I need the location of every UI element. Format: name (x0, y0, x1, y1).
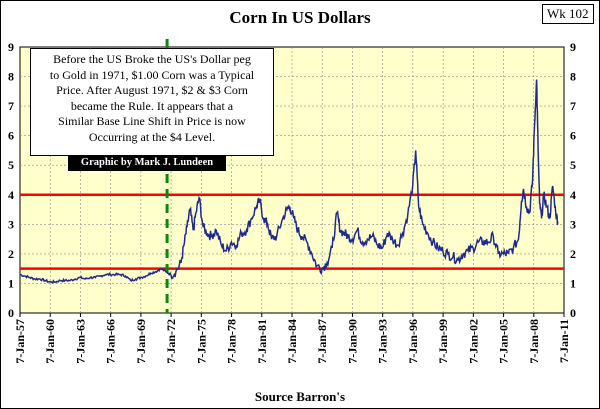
x-tick-label: 7-Jan-96 (406, 319, 420, 364)
y-tick-label-left: 1 (8, 276, 14, 290)
chart-title: Corn In US Dollars (229, 8, 371, 27)
y-tick-label-right: 5 (570, 158, 576, 172)
annotation-line: Price. After August 1971, $2 & $3 Corn (56, 83, 248, 97)
x-tick-label: 7-Jan-99 (436, 319, 450, 364)
x-tick-label: 7-Jan-69 (134, 319, 148, 364)
y-tick-label-left: 3 (8, 217, 14, 231)
x-tick-label: 7-Jan-84 (285, 319, 299, 364)
y-tick-label-left: 4 (8, 188, 14, 202)
y-tick-label-right: 4 (570, 188, 576, 202)
x-axis-ticks: 7-Jan-57 7-Jan-60 7-Jan-63 7-Jan-66 7-Jan-69… (13, 313, 571, 364)
y-tick-label-left: 9 (8, 40, 14, 54)
x-tick-label: 7-Jan-66 (104, 319, 118, 364)
y-tick-label-right: 0 (570, 306, 576, 320)
y-tick-label-right: 7 (570, 99, 576, 113)
x-tick-label: 7-Jan-75 (194, 319, 208, 364)
x-tick-label: 7-Jan-81 (255, 319, 269, 364)
x-tick-label: 7-Jan-63 (73, 319, 87, 364)
x-tick-label: 7-Jan-60 (43, 319, 57, 364)
x-tick-label: 7-Jan-05 (497, 319, 511, 364)
y-tick-label-left: 8 (8, 70, 14, 84)
y-axis-right-ticks: 0 1 2 3 4 5 6 7 8 9 (570, 40, 576, 320)
y-tick-label-left: 7 (8, 99, 14, 113)
annotation-line: Before the US Broke the US's Dollar peg (53, 52, 251, 66)
corn-price-line (19, 79, 559, 284)
x-axis-label: Source Barron's (254, 389, 346, 404)
annotation-line: Occurring at the $4 Level. (88, 129, 216, 144)
x-tick-label: 7-Jan-11 (557, 319, 571, 363)
x-tick-label: 7-Jan-93 (376, 319, 390, 364)
annotation-line: to Gold in 1971, $1.00 Corn was a Typica… (49, 67, 255, 82)
y-tick-label-right: 1 (570, 276, 576, 290)
y-tick-label-right: 9 (570, 40, 576, 54)
annotation-box: Before the US Broke the US's Dollar peg … (30, 48, 274, 156)
y-tick-label-left: 5 (8, 158, 14, 172)
y-tick-label-right: 8 (570, 70, 576, 84)
y-tick-label-left: 6 (8, 129, 14, 143)
x-tick-label: 7-Jan-57 (13, 319, 27, 364)
reference-lines (20, 193, 564, 270)
y-tick-label-right: 6 (570, 129, 576, 143)
week-badge: Wk 102 (542, 4, 594, 24)
y-tick-label-right: 3 (570, 217, 576, 231)
y-axis-left-ticks: 0 1 2 3 4 5 6 7 8 9 (8, 40, 14, 320)
annotation-line: became the Rule. It appears that a (70, 98, 234, 113)
x-tick-label: 7-Jan-87 (315, 319, 329, 364)
y-tick-label-left: 0 (8, 306, 14, 320)
x-tick-label: 7-Jan-08 (527, 319, 541, 364)
y-tick-label-right: 2 (570, 247, 576, 261)
graphic-credit: Graphic by Mark J. Lundeen (68, 155, 226, 171)
x-tick-label: 7-Jan-72 (164, 319, 178, 364)
y-tick-label-left: 2 (8, 247, 14, 261)
x-tick-label: 7-Jan-02 (466, 319, 480, 364)
x-tick-label: 7-Jan-90 (345, 319, 359, 364)
x-tick-label: 7-Jan-78 (225, 319, 239, 364)
annotation-line: Similar Base Line Shift in Price is now (58, 114, 246, 128)
